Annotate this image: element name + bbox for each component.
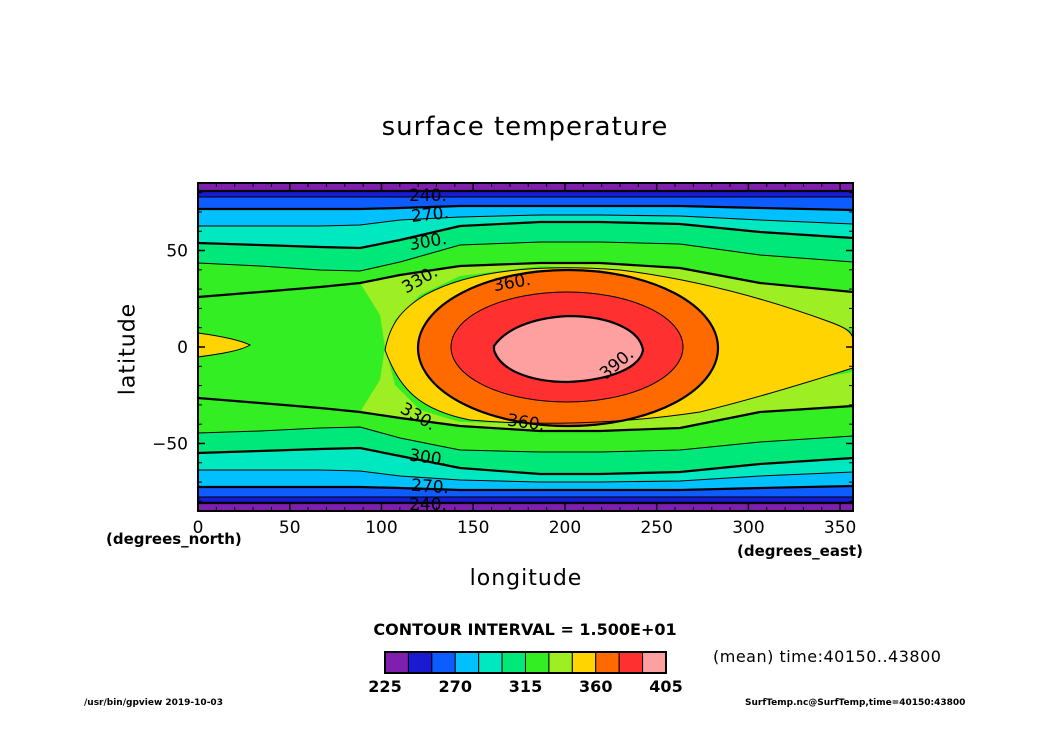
contour-line-345-west (198, 332, 252, 358)
band-390 (494, 316, 643, 382)
x-tick-label: 300 (732, 518, 764, 538)
x-tick-label: 200 (549, 518, 581, 538)
colorbar-frame (384, 651, 667, 674)
colorbar-swatch (478, 651, 503, 674)
y-tick-label: −50 (152, 434, 188, 454)
contour-line-300-north (198, 220, 853, 250)
contour-label: 240. (409, 186, 447, 206)
colorbar-tick-label: 360 (579, 677, 612, 696)
colorbar-swatch (384, 651, 409, 674)
x-axis-label: longitude (469, 566, 583, 591)
contour-label: 270. (410, 476, 449, 499)
colorbar-swatch (431, 651, 456, 674)
band-345-west (198, 333, 250, 357)
contour-line-315-north (198, 241, 853, 272)
colorbar-tick-label: 315 (509, 677, 542, 696)
colorbar-tick-label: 225 (368, 677, 401, 696)
footer-right: SurfTemp.nc@SurfTemp,time=40150:43800 (745, 698, 966, 708)
axes: 0 50 100 150 200 250 300 350 −50 0 50 (152, 183, 856, 538)
contour-line-300-south (198, 446, 853, 476)
colorbar-swatch (571, 651, 597, 674)
x-tick-label: 150 (457, 518, 489, 538)
contour-line-270-north (198, 204, 853, 212)
y-tick-label: 0 (177, 338, 188, 358)
x-tick-label: 0 (193, 518, 204, 538)
contour-line-360 (416, 268, 720, 428)
contour-interval-label: CONTOUR INTERVAL = 1.500E+01 (373, 620, 677, 639)
footer-left: /usr/bin/gpview 2019-10-03 (84, 698, 223, 708)
colorbar: 225 270 315 360 405 (368, 651, 683, 696)
contour-line-285-north (198, 214, 853, 227)
contour-line-315-south (198, 426, 853, 453)
y-tick-label: 50 (166, 242, 188, 262)
colorbar-tick-label: 405 (649, 677, 682, 696)
time-mean-label: (mean) time:40150..43800 (713, 647, 942, 666)
colorbar-swatch (407, 651, 433, 674)
chart-title: surface temperature (381, 112, 669, 142)
contour-label: 270. (410, 203, 450, 227)
x-tick-label: 250 (640, 518, 672, 538)
contour-line-285-south (198, 469, 853, 483)
colorbar-swatch (642, 651, 667, 674)
x-tick-label: 100 (365, 518, 397, 538)
colorbar-tick-label: 270 (439, 677, 472, 696)
colorbar-swatch (454, 651, 480, 674)
colorbar-swatch (525, 651, 550, 674)
contour-line-375 (450, 291, 684, 403)
x-unit-label: (degrees_east) (737, 542, 863, 560)
colorbar-swatch (548, 651, 573, 674)
colorbar-swatch (618, 651, 644, 674)
x-tick-label: 50 (279, 518, 301, 538)
contour-line-390 (492, 314, 645, 384)
contour-line-270-south (198, 484, 853, 492)
contour-line-345-north (384, 267, 853, 351)
contour-line-345-south (384, 349, 853, 424)
contour-line-330-north (198, 261, 853, 299)
contour-lines (198, 189, 853, 505)
colorbar-swatch (501, 651, 527, 674)
y-unit-label: (degrees_north) (106, 530, 242, 548)
contour-line-330-south (198, 396, 853, 433)
x-tick-label: 350 (824, 518, 856, 538)
colorbar-swatch (595, 651, 620, 674)
